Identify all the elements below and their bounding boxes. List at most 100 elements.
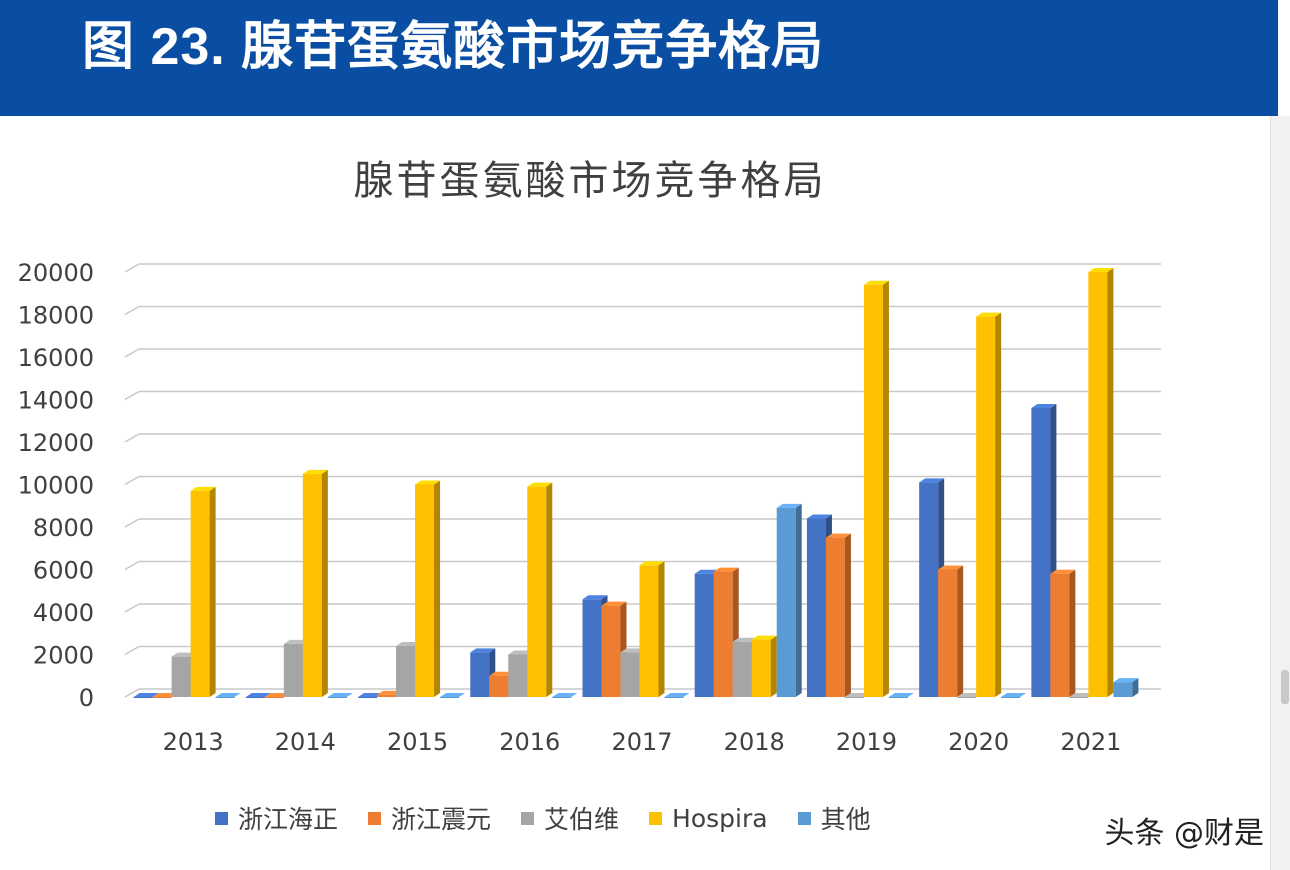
bar-其他-2017 (664, 693, 690, 698)
legend-label: 浙江震元 (391, 805, 492, 834)
scrollbar-thumb[interactable] (1281, 670, 1289, 704)
bar-face (171, 656, 191, 697)
bar-face (264, 697, 284, 698)
bar-浙江海正-2015 (358, 693, 384, 698)
bar-face (976, 312, 1002, 317)
bar-face (1088, 268, 1114, 272)
bar-face (215, 697, 235, 698)
bar-face (358, 697, 378, 698)
bar-Hospira-2015 (415, 480, 441, 697)
bar-其他-2014 (327, 693, 353, 698)
bar-浙江海正-2013 (133, 693, 159, 698)
gridline-diagonal (124, 433, 140, 443)
bar-face (938, 569, 958, 697)
bar-其他-2019 (888, 693, 914, 698)
bar-face (377, 690, 403, 695)
bar-face (919, 478, 945, 483)
chart-title: 腺苷蛋氨酸市场竞争格局 (353, 158, 827, 204)
x-tick-label: 2021 (1060, 728, 1121, 756)
bar-艾伯维-2019 (844, 693, 870, 698)
gridline-diagonal (124, 348, 140, 358)
y-tick-label: 18000 (18, 302, 94, 330)
y-tick-label: 14000 (18, 387, 94, 415)
bar-face (825, 537, 845, 697)
bar-face (1132, 678, 1139, 697)
bar-face (694, 569, 720, 574)
bar-其他-2013 (215, 693, 241, 698)
bar-face (133, 693, 159, 697)
bar-face (957, 693, 983, 697)
bar-face (527, 486, 547, 697)
bar-face (396, 642, 422, 646)
bar-face (1107, 268, 1114, 697)
bar-其他-2015 (440, 693, 466, 698)
x-tick-label: 2020 (948, 728, 1009, 756)
bar-face (1050, 569, 1076, 574)
gridline-diagonal (124, 560, 140, 571)
legend-label: 其他 (820, 805, 871, 834)
bar-face (938, 565, 964, 570)
gridline-diagonal (124, 475, 140, 486)
bar-face (713, 571, 733, 697)
gridline-diagonal (124, 305, 140, 316)
bar-face (396, 646, 416, 697)
legend-swatch (797, 811, 811, 825)
bar-face (440, 693, 466, 697)
bar-浙江震元-2021 (1050, 569, 1076, 697)
legend-label: Hospira (672, 803, 768, 833)
gridline-diagonal (124, 603, 140, 613)
bar-face (620, 648, 646, 653)
bar-face (508, 650, 534, 655)
y-tick-label: 6000 (33, 557, 94, 585)
y-tick-label: 16000 (18, 344, 94, 372)
bar-face (1001, 697, 1021, 698)
bar-face (377, 694, 397, 697)
bar-face (844, 533, 851, 697)
header-banner: 图 23. 腺苷蛋氨酸市场竞争格局 (0, 0, 1278, 116)
legend-item: 其他 (797, 800, 871, 836)
bar-Hospira-2016 (527, 482, 553, 697)
bar-face (440, 697, 460, 698)
bar-face (245, 697, 265, 698)
legend-label: 浙江海正 (238, 805, 339, 834)
bar-face (1031, 404, 1057, 408)
bar-其他-2021 (1113, 678, 1139, 697)
legend-item: Hospira (649, 804, 768, 833)
bar-face (582, 599, 602, 697)
bar-face (1050, 573, 1070, 697)
bar-face (888, 697, 908, 698)
y-tick-label: 0 (79, 684, 94, 712)
bar-face (415, 480, 441, 485)
bar-face (770, 635, 777, 697)
bar-face (508, 654, 528, 697)
bar-face (919, 482, 939, 697)
bar-face (957, 697, 977, 698)
bar-其他-2018 (776, 503, 802, 697)
bar-face (415, 484, 435, 697)
bar-face (639, 565, 659, 697)
bar-face (552, 693, 578, 697)
bar-face (1088, 272, 1108, 697)
x-tick-label: 2016 (499, 728, 560, 756)
legend-swatch (649, 811, 663, 825)
bar-face (620, 652, 640, 697)
watermark: 头条 @财是 (1104, 816, 1264, 851)
bar-face (713, 567, 739, 572)
y-tick-label: 4000 (33, 599, 94, 627)
legend-label: 艾伯维 (544, 805, 620, 834)
bar-浙江海正-2014 (245, 693, 271, 698)
gridline-diagonal (124, 390, 140, 401)
legend-swatch (215, 811, 228, 825)
x-tick-label: 2014 (275, 728, 336, 756)
bar-艾伯维-2020 (957, 693, 983, 698)
bar-face (470, 652, 490, 697)
bar-face (470, 648, 496, 653)
y-tick-label: 8000 (33, 514, 94, 542)
bar-face (302, 473, 322, 697)
bar-face (1113, 682, 1133, 697)
bar-Hospira-2021 (1088, 268, 1114, 697)
scrollbar[interactable] (1271, 116, 1290, 870)
bar-face (1031, 408, 1051, 697)
bar-Hospira-2013 (190, 486, 216, 697)
bar-face (664, 697, 684, 698)
